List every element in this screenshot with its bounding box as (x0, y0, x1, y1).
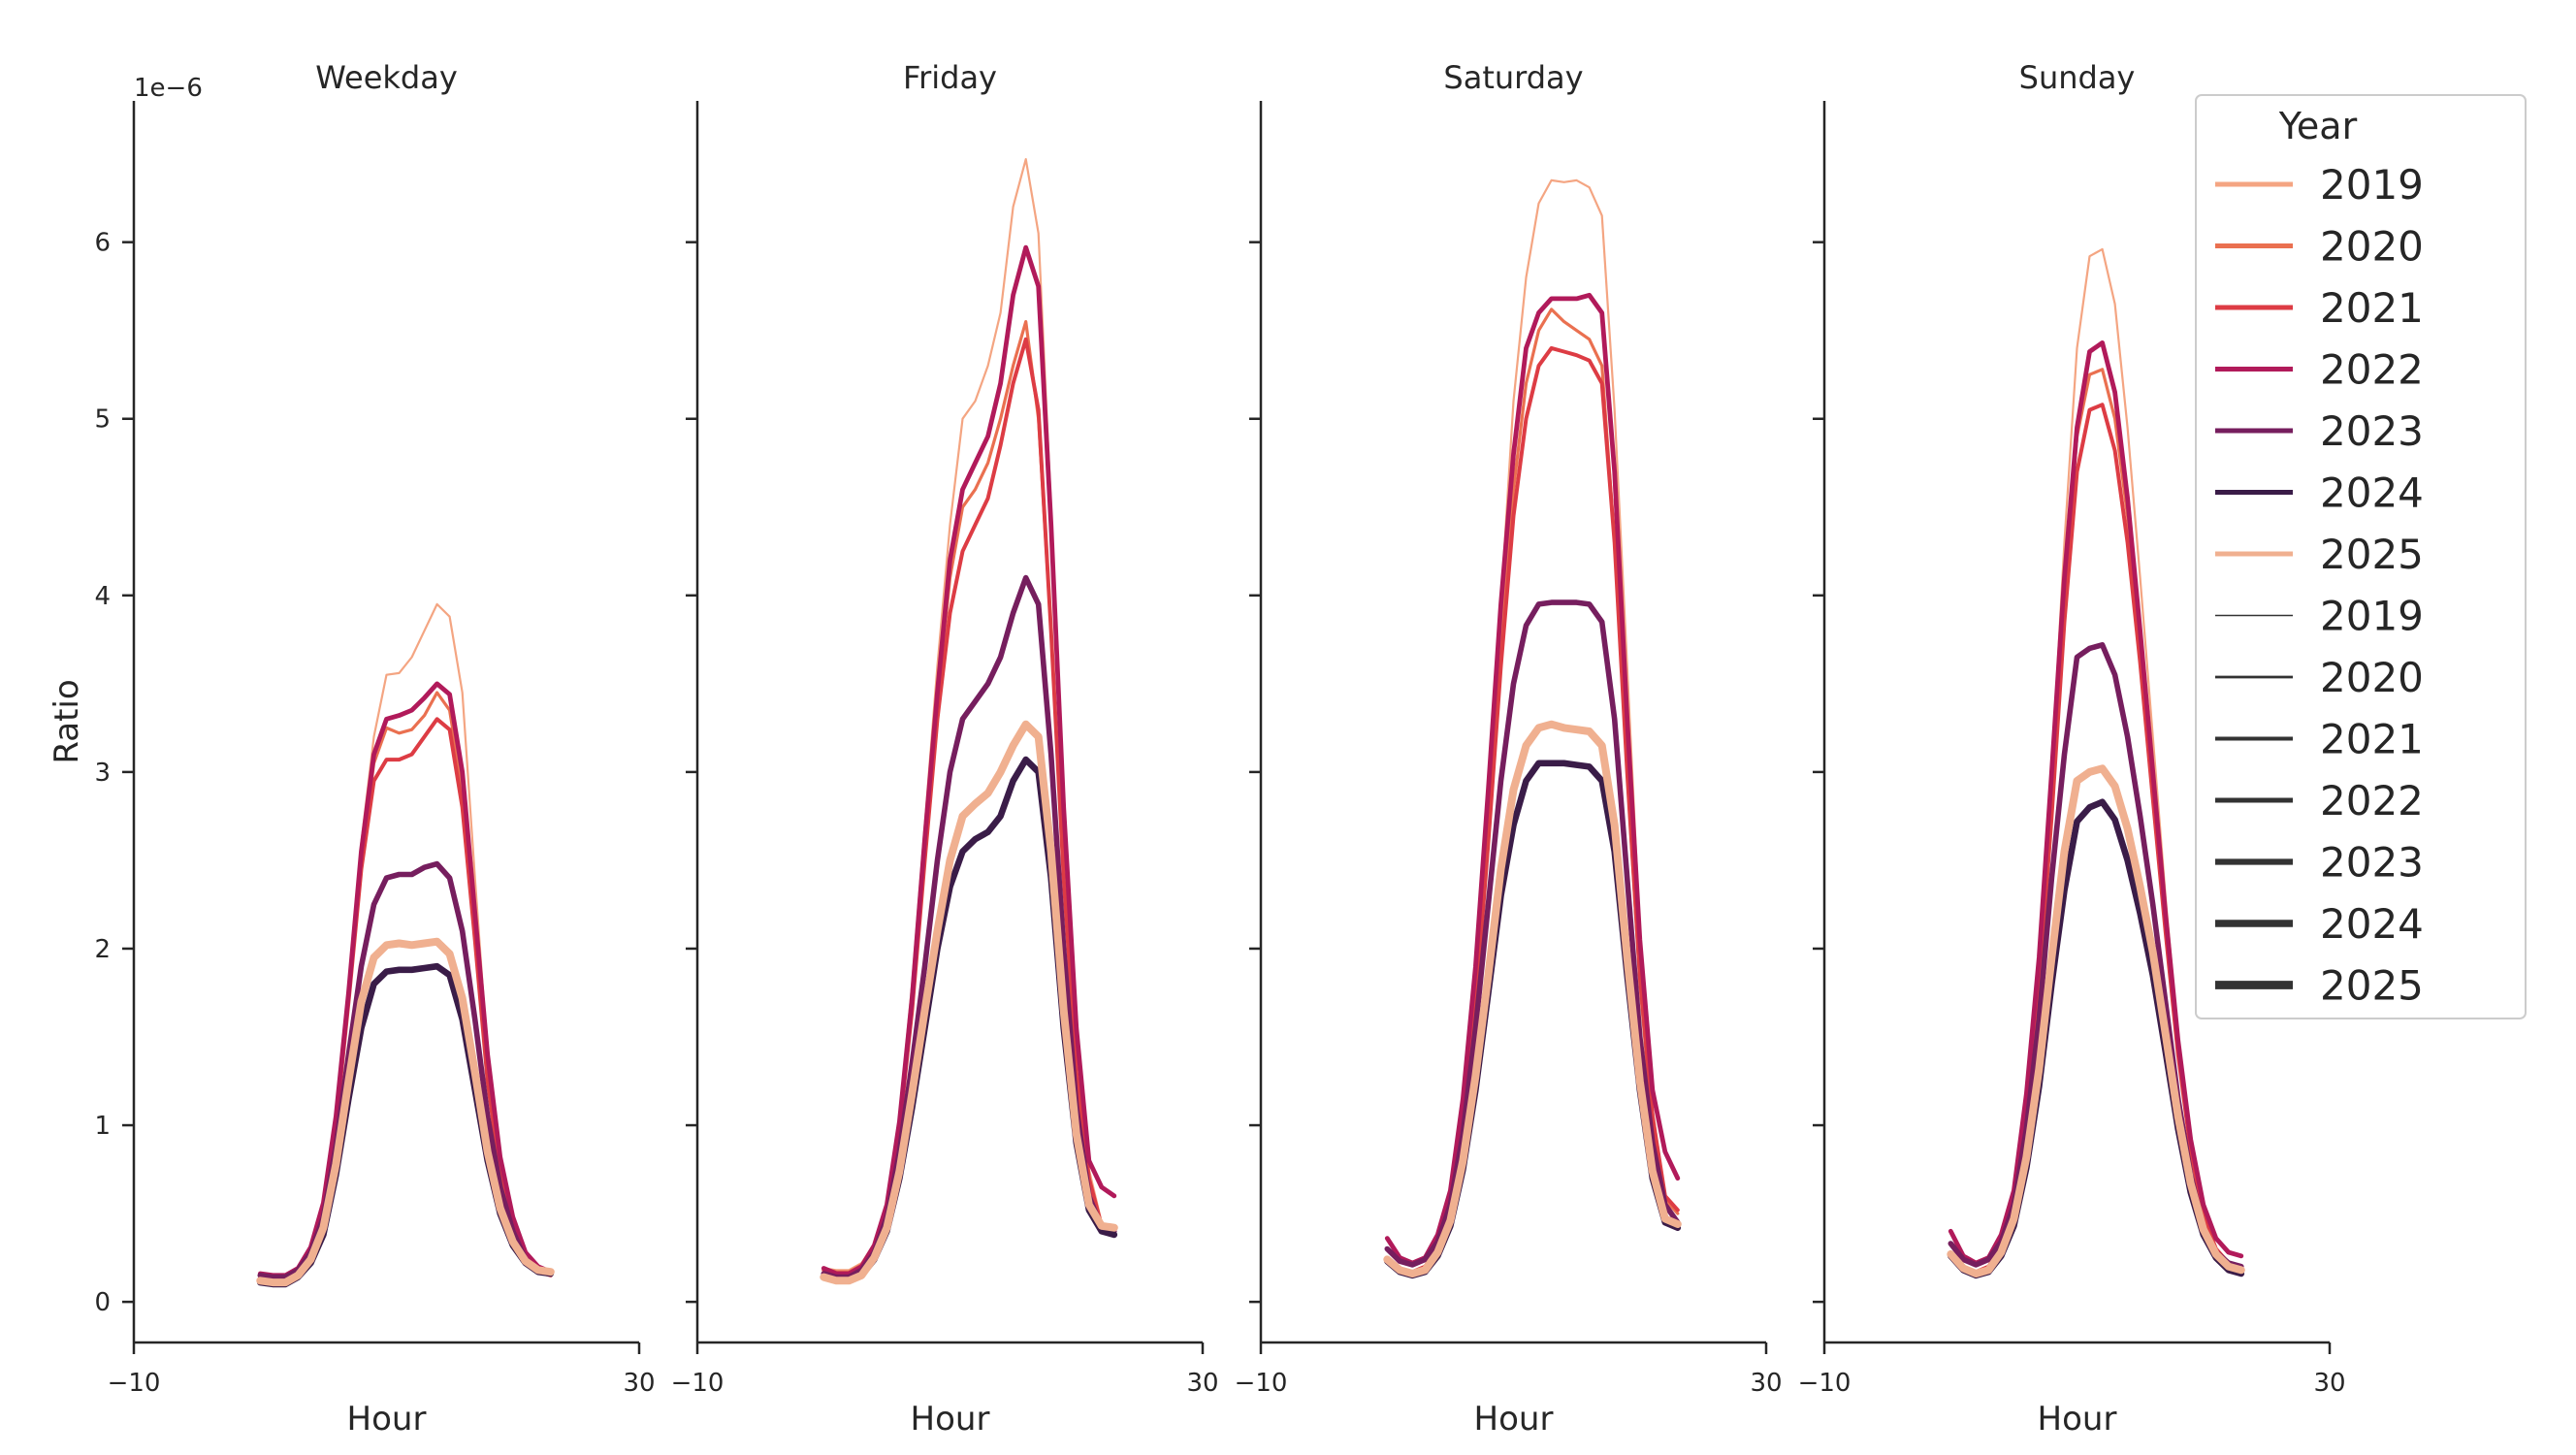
y-offset-label: 1e−6 (134, 74, 203, 103)
series-line-2025 (1383, 720, 1682, 1277)
series-lines (820, 158, 1118, 1285)
series-line-2025 (820, 720, 1118, 1285)
x-tick-label: −10 (1235, 1369, 1288, 1398)
x-tick-label: 30 (623, 1369, 655, 1398)
series-line-2022 (1948, 340, 2244, 1266)
legend-size-label: 2019 (2320, 593, 2424, 640)
legend-size-label: 2023 (2320, 839, 2424, 887)
series-lines (1947, 247, 2245, 1279)
x-axis-label: Hour (2038, 1400, 2117, 1439)
x-tick-label: −10 (108, 1369, 161, 1398)
legend-size-label: 2022 (2320, 777, 2424, 824)
legend-label: 2023 (2320, 407, 2424, 455)
legend-size-label: 2025 (2320, 962, 2424, 1010)
legend-label: 2019 (2320, 161, 2424, 209)
y-tick-label: 3 (94, 759, 111, 788)
y-axis-label: Ratio (48, 679, 86, 763)
series-line-2020 (821, 320, 1116, 1274)
legend-label: 2021 (2320, 284, 2424, 332)
legend-title: Year (2278, 105, 2358, 147)
series-line-2023 (1384, 599, 1681, 1268)
facet-title: Weekday (315, 59, 458, 96)
x-tick-label: −10 (1798, 1369, 1852, 1398)
y-tick-label: 2 (94, 935, 111, 964)
series-line-2023 (257, 860, 554, 1280)
series-line-2022 (257, 681, 554, 1278)
facet-friday: Friday −10 30 Hour (671, 59, 1219, 1439)
series-line-2019 (1386, 178, 1679, 1274)
legend-label: 2020 (2320, 223, 2424, 271)
x-tick-label: 30 (1750, 1369, 1782, 1398)
legend-size-label: 2024 (2320, 900, 2424, 948)
y-tick-label: 1 (94, 1112, 111, 1141)
x-tick-label: 30 (2313, 1369, 2345, 1398)
legend: Year 2019 2020 2021 2022 2023 2024 2025 2019 2020… (2195, 94, 2527, 1019)
series-line-2022 (1384, 292, 1681, 1266)
facet-title: Friday (903, 59, 997, 96)
y-tick-label: 5 (94, 405, 111, 435)
x-tick-label: −10 (671, 1369, 724, 1398)
x-axis-label: Hour (1474, 1400, 1554, 1439)
facet-saturday: Saturday −10 30 Hour (1235, 59, 1783, 1439)
series-lines (1383, 178, 1682, 1279)
x-tick-label: 30 (1186, 1369, 1218, 1398)
legend-size-label: 2020 (2320, 654, 2424, 701)
y-tick-label: 4 (94, 582, 111, 611)
x-axis-label: Hour (347, 1400, 427, 1439)
legend-label: 2022 (2320, 346, 2424, 394)
x-axis-label: Hour (911, 1400, 990, 1439)
facet-weekday: Weekday 0 1 2 3 4 5 6 −10 30 Hour (94, 59, 655, 1439)
y-tick-label: 0 (94, 1288, 111, 1317)
y-tick-label: 6 (94, 229, 111, 258)
series-line-2025 (1947, 764, 2245, 1277)
legend-label: 2024 (2320, 469, 2424, 517)
series-lines (256, 602, 555, 1288)
series-line-2022 (821, 244, 1117, 1277)
legend-size-label: 2021 (2320, 716, 2424, 763)
facet-sunday: Sunday −10 30 Hour (1798, 59, 2346, 1439)
facet-title: Saturday (1443, 59, 1583, 96)
facet-title: Sunday (2019, 59, 2136, 96)
legend-label: 2025 (2320, 531, 2424, 578)
series-line-2025 (256, 937, 555, 1287)
legend-frame (2195, 94, 2527, 1019)
